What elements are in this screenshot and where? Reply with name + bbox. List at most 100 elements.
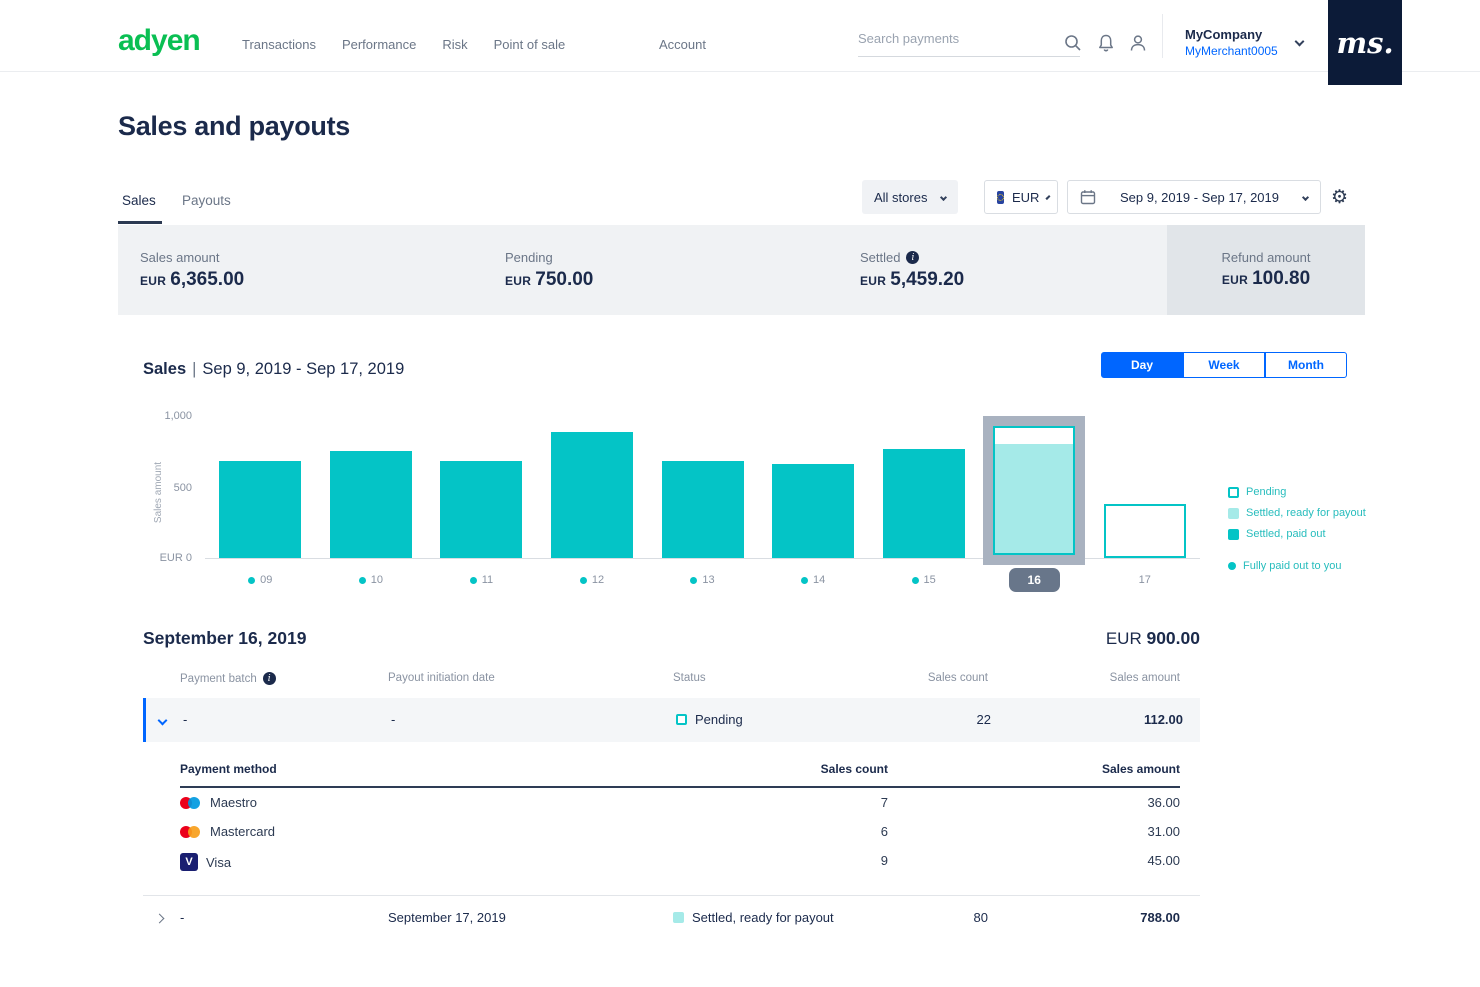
sales-amount-cell: 112.00 — [1143, 712, 1183, 727]
method-label: Visa — [206, 854, 232, 870]
column-sales-count: Sales count — [820, 762, 888, 776]
legend-label: Settled, ready for payout — [1246, 507, 1366, 519]
fully-paid-dot-icon — [248, 576, 256, 584]
x-label-slot-10[interactable]: 10 — [316, 566, 427, 594]
selected-bar-halo[interactable] — [983, 416, 1086, 565]
method-sales-amount: 31.00 — [1147, 824, 1180, 839]
bar-settled-paid-out[interactable] — [440, 461, 523, 558]
chart-bar-slot-13[interactable] — [647, 461, 758, 558]
x-axis-label[interactable]: 15 — [911, 574, 936, 586]
x-label-slot-16[interactable]: 16 — [979, 566, 1090, 594]
chart-bar-slot-15[interactable] — [868, 449, 979, 558]
currency-code: EUR — [860, 274, 887, 288]
nav-item-performance[interactable]: Performance — [341, 37, 417, 52]
x-axis-label[interactable]: 17 — [1138, 574, 1151, 586]
visa-icon: V — [180, 853, 198, 871]
x-label-slot-14[interactable]: 14 — [758, 566, 869, 594]
x-axis-label[interactable]: 12 — [579, 574, 604, 586]
table-column-headers: Payment batch i Payout initiation date S… — [143, 672, 1200, 698]
user-profile-icon[interactable] — [1128, 33, 1148, 53]
eu-flag-icon — [997, 190, 1004, 204]
bar-settled-paid-out[interactable] — [329, 451, 412, 558]
tab-sales[interactable]: Sales — [118, 193, 162, 224]
fully-paid-dot-icon — [579, 576, 587, 584]
expand-row-chevron-icon[interactable] — [154, 913, 165, 924]
collapse-row-chevron-icon[interactable] — [157, 715, 168, 726]
settings-gear-icon[interactable]: ⚙ — [1331, 187, 1349, 208]
header-divider — [1162, 14, 1163, 58]
bar-settled-paid-out[interactable] — [661, 461, 744, 558]
batch-cell: - — [180, 910, 185, 925]
x-label-slot-15[interactable]: 15 — [868, 566, 979, 594]
x-label-slot-11[interactable]: 11 — [426, 566, 537, 594]
breakdown-row-maestro: Maestro 7 36.00 — [180, 788, 1180, 817]
settled-label-text: Settled — [860, 250, 901, 265]
all-stores-dropdown[interactable]: All stores — [862, 180, 958, 214]
table-row-settled-ready[interactable]: - September 17, 2019 Settled, ready for … — [143, 896, 1200, 940]
merchant-account-name: MyMerchant0005 — [1185, 44, 1278, 58]
chart-bar-slot-12[interactable] — [537, 432, 648, 558]
x-axis-label[interactable]: 09 — [248, 574, 272, 586]
y-tick-1000: 1,000 — [164, 410, 192, 422]
notifications-bell-icon[interactable] — [1096, 33, 1116, 53]
account-chevron-down-icon[interactable] — [1294, 36, 1305, 47]
search-icon[interactable] — [1063, 33, 1083, 53]
amount: 5,459.20 — [890, 269, 965, 290]
bar-selected-day[interactable] — [993, 426, 1076, 555]
chart-bar-slot-14[interactable] — [758, 464, 869, 558]
column-label: Payment batch — [180, 672, 257, 685]
segment-pending — [995, 428, 1074, 444]
sales-amount-value: EUR 6,365.00 — [140, 269, 244, 291]
x-axis-line — [205, 558, 1200, 559]
bar-pending[interactable] — [1103, 504, 1186, 558]
selected-day-pill[interactable]: 16 — [1008, 568, 1060, 592]
summary-card-refund-amount[interactable]: Refund amount EUR 100.80 — [1167, 225, 1365, 315]
settled-ready-swatch-icon — [1228, 507, 1239, 519]
date-range-label: Sep 9, 2019 - Sep 17, 2019 — [1119, 189, 1279, 205]
row-divider — [143, 895, 1200, 896]
payment-batch-info-icon[interactable]: i — [262, 672, 276, 685]
toggle-week[interactable]: Week — [1183, 352, 1265, 378]
chart-bar-slot-10[interactable] — [316, 451, 427, 558]
column-payment-batch: Payment batch i — [180, 672, 276, 685]
merchant-account-switcher[interactable]: MyCompany MyMerchant0005 — [1185, 27, 1278, 58]
toggle-day[interactable]: Day — [1101, 352, 1183, 378]
x-label-slot-09[interactable]: 09 — [205, 566, 316, 594]
chart-bar-slot-17[interactable] — [1090, 504, 1201, 558]
table-row-pending[interactable]: - - Pending 22 112.00 — [143, 698, 1200, 742]
nav-item-risk[interactable]: Risk — [442, 37, 468, 52]
nav-item-transactions[interactable]: Transactions — [242, 37, 316, 52]
tab-payouts[interactable]: Payouts — [182, 193, 231, 208]
bar-settled-paid-out[interactable] — [882, 449, 965, 558]
x-axis-label[interactable]: 14 — [800, 574, 825, 586]
chart-bar-slot-11[interactable] — [426, 461, 537, 558]
currency-code: EUR — [505, 274, 532, 288]
legend-label: Fully paid out to you — [1243, 560, 1342, 572]
bar-settled-paid-out[interactable] — [550, 432, 633, 558]
toggle-month[interactable]: Month — [1265, 352, 1347, 378]
x-label-slot-12[interactable]: 12 — [537, 566, 648, 594]
settled-info-icon[interactable]: i — [906, 251, 920, 264]
chart-bar-slot-09[interactable] — [205, 461, 316, 558]
calendar-icon — [1080, 190, 1096, 205]
mastercard-icon — [180, 825, 202, 839]
sales-chart-plot — [205, 400, 1201, 565]
sales-count-cell: 22 — [976, 712, 991, 727]
nav-item-point-of-sale[interactable]: Point of sale — [493, 37, 566, 52]
chart-bar-slot-16[interactable] — [979, 416, 1090, 565]
x-axis-label[interactable]: 10 — [358, 574, 383, 586]
search-input[interactable] — [858, 31, 1038, 46]
settled-ready-status-icon — [673, 912, 684, 923]
x-label-slot-13[interactable]: 13 — [647, 566, 758, 594]
currency-dropdown[interactable]: EUR — [984, 180, 1058, 214]
date-range-picker[interactable]: Sep 9, 2019 - Sep 17, 2019 — [1067, 180, 1321, 214]
bar-settled-paid-out[interactable] — [219, 461, 302, 558]
x-axis-label[interactable]: 11 — [469, 574, 493, 586]
nav-item-account[interactable]: Account — [659, 37, 706, 52]
bar-settled-paid-out[interactable] — [772, 464, 855, 558]
method-sales-amount: 45.00 — [1147, 853, 1180, 868]
sales-chart-xaxis: 09 10 11 12 13 14 15 16 17 — [205, 566, 1200, 594]
x-axis-label[interactable]: 13 — [690, 574, 715, 586]
x-label-slot-17[interactable]: 17 — [1090, 566, 1201, 594]
